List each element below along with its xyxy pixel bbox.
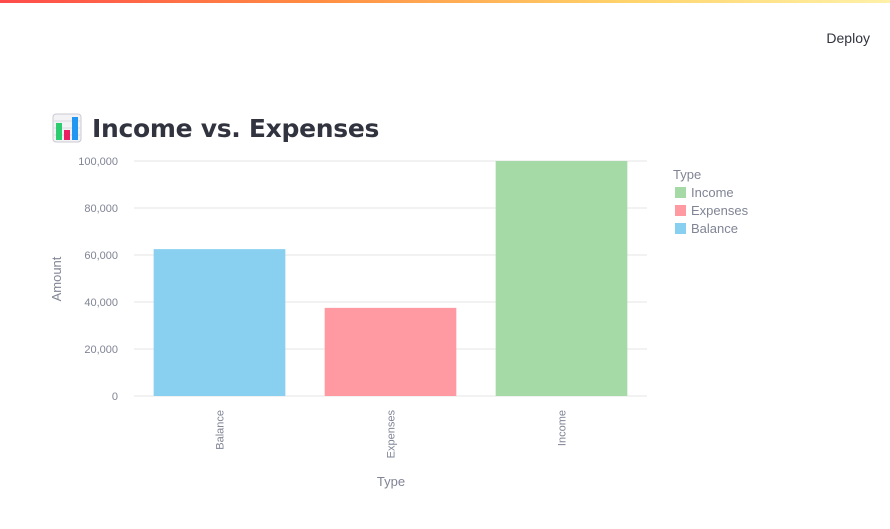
legend-swatch [675, 187, 686, 198]
chart-y-axis: 0 20,000 40,000 60,000 80,000 100,000 [78, 156, 118, 403]
y-tick-label: 40,000 [84, 297, 118, 309]
chart-bars [153, 161, 628, 396]
bar-income[interactable] [495, 161, 628, 396]
y-tick-label: 80,000 [84, 203, 118, 215]
y-tick-label: 60,000 [84, 250, 118, 262]
bar-expenses[interactable] [324, 307, 457, 396]
bar-chart-icon [52, 113, 82, 143]
legend-title: Type [673, 167, 701, 182]
legend-swatch [675, 205, 686, 216]
x-tick-label: Income [557, 410, 569, 446]
legend-item[interactable]: Income [691, 185, 734, 200]
x-axis-label: Type [377, 474, 405, 489]
bar-balance[interactable] [153, 249, 286, 396]
chart-x-axis: Balance Expenses Income [215, 410, 569, 459]
x-tick-label: Expenses [386, 410, 398, 459]
legend-item[interactable]: Expenses [691, 203, 749, 218]
legend-item[interactable]: Balance [691, 221, 738, 236]
deploy-button[interactable]: Deploy [820, 28, 876, 48]
y-tick-label: 100,000 [78, 156, 118, 168]
y-tick-label: 0 [112, 391, 118, 403]
legend-swatch [675, 223, 686, 234]
page-title-row: Income vs. Expenses [52, 108, 379, 148]
header-decoration [0, 0, 890, 3]
page-title: Income vs. Expenses [92, 113, 380, 143]
y-tick-label: 20,000 [84, 344, 118, 356]
y-axis-label: Amount [49, 256, 64, 301]
chart-legend: Type Income Expenses Balance [673, 167, 749, 236]
x-tick-label: Balance [215, 410, 227, 450]
